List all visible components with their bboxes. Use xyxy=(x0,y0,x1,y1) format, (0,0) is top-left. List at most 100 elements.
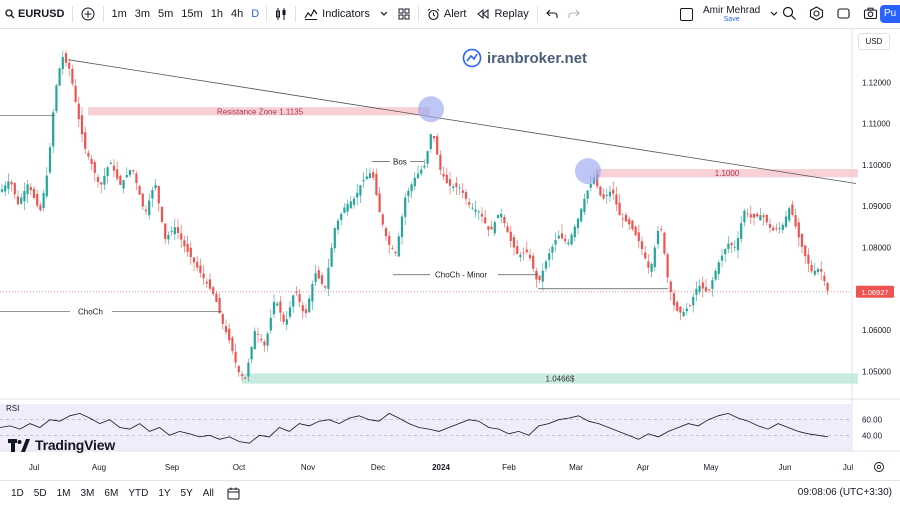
candle-body xyxy=(650,263,653,272)
candle-body xyxy=(160,206,164,222)
clock[interactable]: 09:08:06 (UTC+3:30) xyxy=(797,487,892,498)
candle-body xyxy=(71,68,74,84)
candle-body xyxy=(208,279,212,289)
indicators-button[interactable]: Indicators xyxy=(299,0,375,28)
range-1D[interactable]: 1D xyxy=(11,488,24,499)
candle-body xyxy=(4,185,7,192)
redo-icon xyxy=(568,9,580,18)
timeframe-3m[interactable]: 3m xyxy=(134,8,151,20)
trendline xyxy=(67,59,857,184)
candle-body xyxy=(410,184,413,192)
candle-body xyxy=(125,175,128,178)
candle-body xyxy=(429,134,432,150)
y-tick-label: 1.11000 xyxy=(862,120,891,129)
divider xyxy=(72,6,74,22)
timeframe-15m[interactable]: 15m xyxy=(181,8,203,20)
candle-body xyxy=(724,249,727,255)
candle-body xyxy=(36,193,39,206)
calendar-range-icon[interactable] xyxy=(227,487,240,500)
candle-body xyxy=(116,169,119,179)
timeframe-1m[interactable]: 1m xyxy=(111,8,127,20)
candle-body xyxy=(404,197,407,217)
x-tick-label: Apr xyxy=(637,463,650,472)
candle-body xyxy=(640,241,644,250)
candle-body xyxy=(327,267,330,289)
candle-body xyxy=(154,184,157,189)
candle-body xyxy=(20,197,23,204)
candle-body xyxy=(7,181,10,189)
candle-body xyxy=(500,213,503,218)
candle-body xyxy=(772,227,775,231)
rsi-line xyxy=(0,412,829,444)
x-tick-label: May xyxy=(703,463,718,472)
user-layout-menu[interactable]: Amir Mehrad Save xyxy=(680,0,778,28)
layout-button[interactable] xyxy=(393,0,415,28)
candle-body xyxy=(442,173,445,177)
timeframe-D[interactable]: D xyxy=(251,8,260,20)
redo-button[interactable] xyxy=(563,0,585,28)
candle-body xyxy=(672,293,676,306)
quick-search-icon[interactable] xyxy=(782,6,797,21)
zone-label: 1.0466$ xyxy=(546,375,575,384)
range-YTD[interactable]: YTD xyxy=(128,488,149,499)
range-1M[interactable]: 1M xyxy=(56,488,71,499)
candle-body xyxy=(448,179,452,186)
gear-icon[interactable] xyxy=(809,6,824,21)
candle-body xyxy=(192,257,196,263)
candle-body xyxy=(631,220,634,230)
candle-body xyxy=(455,183,458,188)
candle-body xyxy=(768,224,772,228)
candle-body xyxy=(112,165,116,171)
fullscreen-icon[interactable] xyxy=(836,6,851,21)
range-5Y[interactable]: 5Y xyxy=(180,488,193,499)
range-3M[interactable]: 3M xyxy=(80,488,95,499)
candle-body xyxy=(205,281,208,284)
candle-body xyxy=(356,192,359,198)
range-All[interactable]: All xyxy=(202,488,214,499)
candle-body xyxy=(807,254,810,264)
choch-minor-label: ChoCh - Minor xyxy=(435,271,487,280)
replay-button[interactable]: Replay xyxy=(471,0,533,28)
candle-body xyxy=(221,314,224,324)
currency-selector[interactable]: USD xyxy=(858,33,890,50)
range-1Y[interactable]: 1Y xyxy=(158,488,171,499)
candle-body xyxy=(432,135,436,139)
candle-body xyxy=(656,230,660,245)
axis-settings-icon[interactable] xyxy=(874,462,884,472)
user-name: Amir Mehrad xyxy=(703,4,761,16)
x-tick-label: Aug xyxy=(92,463,106,472)
undo-button[interactable] xyxy=(541,0,563,28)
chart-area[interactable]: 1.120001.110001.100001.090001.080001.070… xyxy=(0,29,900,479)
camera-icon[interactable] xyxy=(863,6,878,21)
publish-button[interactable]: Pu xyxy=(880,5,900,23)
candle-body xyxy=(762,215,765,218)
bos-label: Bos xyxy=(393,158,407,167)
candle-body xyxy=(541,270,544,282)
candle-body xyxy=(375,173,378,195)
templates-dropdown[interactable] xyxy=(375,0,393,28)
candle-body xyxy=(39,205,42,211)
candle-body xyxy=(272,301,276,315)
candle-body xyxy=(52,112,55,147)
compare-button[interactable] xyxy=(76,0,100,28)
price-chart[interactable]: 1.120001.110001.100001.090001.080001.070… xyxy=(0,29,900,479)
candle-body xyxy=(324,285,327,288)
candle-body xyxy=(87,152,90,157)
candle-body xyxy=(781,224,784,231)
axis-settings-icon[interactable] xyxy=(877,464,882,469)
alert-button[interactable]: Alert xyxy=(422,0,472,28)
range-6M[interactable]: 6M xyxy=(104,488,119,499)
candle-body xyxy=(733,246,736,248)
candle-body xyxy=(26,184,29,195)
timeframe-4h[interactable]: 4h xyxy=(230,8,244,20)
timeframe-5m[interactable]: 5m xyxy=(158,8,174,20)
symbol-search[interactable]: EURUSD xyxy=(0,0,69,28)
range-5D[interactable]: 5D xyxy=(33,488,47,499)
chart-type-button[interactable] xyxy=(270,0,292,28)
candle-body xyxy=(132,170,135,172)
candle-body xyxy=(551,246,554,253)
timeframe-1h[interactable]: 1h xyxy=(210,8,223,20)
candle-body xyxy=(336,220,340,230)
candle-body xyxy=(423,165,426,168)
replay-label: Replay xyxy=(494,8,529,20)
